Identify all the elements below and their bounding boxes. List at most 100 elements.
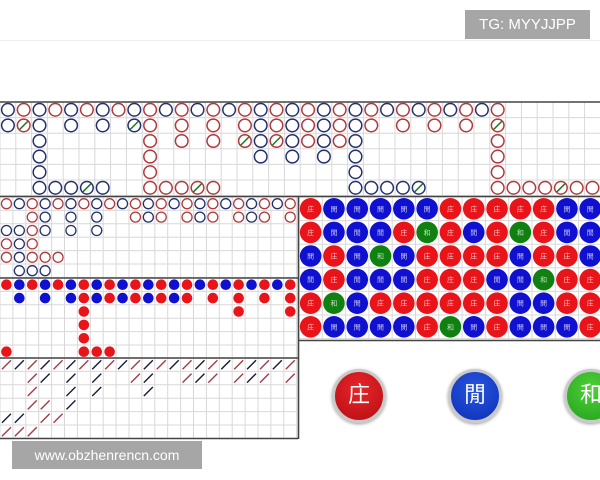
bead-banker-label: 庄 [377, 299, 384, 308]
bead-player-label: 閒 [307, 276, 314, 284]
bead-player-mark [299, 268, 322, 291]
bead-banker-label: 庄 [424, 275, 431, 284]
bead-player-mark [369, 221, 392, 244]
cockroach-dark-mark [1, 413, 12, 424]
bead-tie-label: 和 [330, 299, 337, 308]
cockroach-red-mark [182, 373, 193, 384]
bead-player-mark [416, 198, 438, 220]
cockroach-dark-mark [40, 359, 51, 370]
big-road-banker-mark [174, 133, 189, 149]
bead-player-label: 閒 [470, 323, 477, 331]
big-road-banker-mark [174, 102, 189, 117]
bead-player-label: 閒 [494, 276, 501, 284]
big-road-player-mark [285, 102, 300, 117]
bead-banker-mark [556, 268, 578, 291]
big-road-banker-mark [174, 180, 189, 195]
bead-banker-label: 庄 [563, 252, 570, 261]
bead-player-label: 閒 [563, 205, 570, 213]
bead-player-mark [579, 198, 600, 220]
small-road-blue-mark [65, 279, 77, 291]
bead-player-mark [393, 198, 415, 220]
big-eye-red-mark [155, 198, 167, 210]
big-road-player-mark [253, 149, 268, 164]
small-road-red-mark [207, 292, 219, 304]
big-eye-red-mark [284, 211, 296, 223]
bead-player-mark [346, 198, 369, 220]
bead-banker-mark [486, 198, 508, 220]
big-road-player-mark [285, 149, 300, 164]
big-road-banker-mark [459, 102, 474, 117]
big-road-banker-mark [190, 180, 205, 195]
big-eye-blue-mark [142, 211, 155, 223]
big-road-player-mark [348, 102, 363, 117]
bead-banker-mark [462, 245, 485, 267]
bead-player-label: 閒 [377, 323, 384, 331]
big-eye-blue-mark [142, 198, 155, 210]
cockroach-red-mark [182, 359, 193, 370]
small-road-blue-mark [168, 292, 180, 304]
big-road-player-mark [0, 102, 15, 117]
bead-banker-label: 庄 [400, 228, 407, 237]
big-road-player-mark [158, 102, 173, 117]
big-eye-blue-mark [116, 198, 129, 210]
big-road-banker-mark [206, 133, 221, 149]
cockroach-red-mark [130, 373, 141, 384]
cockroach-dark-mark [91, 373, 102, 384]
cockroach-red-mark [259, 359, 270, 370]
bead-banker-label: 庄 [447, 228, 454, 237]
bead-banker-mark [556, 245, 578, 267]
small-road-blue-mark [117, 292, 128, 304]
big-road-player-mark [64, 180, 79, 195]
bead-banker-label: 庄 [494, 228, 501, 237]
bead-player-mark [509, 268, 532, 291]
big-road-player-mark [32, 102, 47, 117]
cockroach-red-mark [53, 359, 64, 370]
cockroach-red-mark [27, 386, 38, 397]
bead-banker-label: 庄 [540, 252, 547, 261]
big-road-banker-mark [490, 149, 505, 164]
bead-player-label: 閒 [400, 276, 407, 284]
cockroach-dark-mark [143, 359, 154, 370]
bead-player-mark [323, 316, 345, 338]
bead-player-label: 閒 [354, 205, 361, 213]
bead-tie-mark [369, 245, 392, 267]
big-road-banker-mark [395, 118, 410, 133]
big-road-player-mark [64, 118, 79, 133]
big-road-banker-mark [143, 102, 158, 117]
big-road-player-mark [364, 180, 379, 195]
tie-bet-button[interactable]: 和 [564, 369, 600, 423]
bead-player-mark [509, 245, 532, 267]
cockroach-dark-mark [169, 359, 180, 370]
small-road-red-mark [104, 346, 115, 358]
bead-player-label: 閒 [563, 229, 570, 237]
bead-banker-mark [579, 292, 600, 314]
big-road-banker-mark [143, 180, 158, 195]
bead-banker-label: 庄 [540, 204, 547, 213]
bead-player-label: 閒 [540, 323, 547, 331]
big-road-banker-mark [459, 118, 474, 133]
bead-banker-label: 庄 [307, 204, 314, 213]
bead-banker-label: 庄 [494, 252, 501, 261]
big-road-banker-mark [538, 180, 553, 195]
tg-badge: TG: MYYJJPP [465, 10, 590, 39]
bead-banker-label: 庄 [447, 252, 454, 261]
bead-banker-label: 庄 [307, 228, 314, 237]
bead-player-mark [462, 221, 485, 244]
big-road-player-mark [285, 118, 300, 133]
cockroach-dark-mark [143, 373, 154, 384]
bead-banker-label: 庄 [587, 275, 594, 284]
player-bet-button[interactable]: 閒 [448, 369, 502, 423]
small-road-red-mark [233, 306, 244, 317]
bead-tie-label: 和 [377, 252, 384, 261]
bead-banker-mark [486, 316, 508, 338]
small-road-red-mark [26, 279, 38, 291]
cockroach-dark-mark [65, 373, 76, 384]
bead-player-label: 閒 [400, 205, 407, 213]
big-eye-red-mark [26, 224, 38, 237]
banker-bet-button[interactable]: 庄 [332, 369, 386, 423]
big-road-banker-mark [364, 102, 379, 117]
big-road-player-mark [32, 133, 47, 149]
cockroach-red-mark [1, 359, 12, 370]
cockroach-red-mark [259, 373, 270, 384]
